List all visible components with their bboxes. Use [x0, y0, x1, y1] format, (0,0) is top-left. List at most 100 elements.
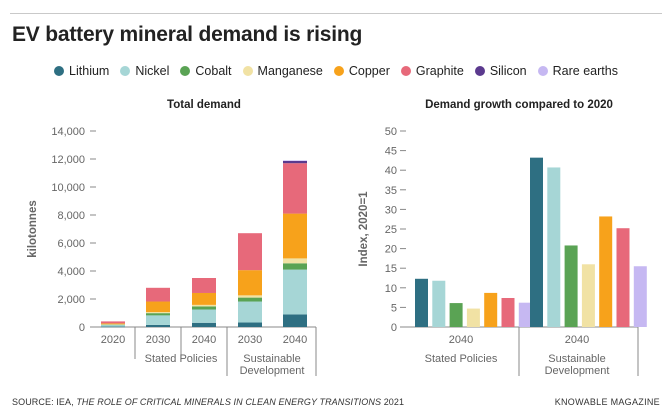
- bar-copper: [599, 216, 613, 327]
- chart2-y-tick-label: 35: [385, 185, 397, 197]
- chart1-y-tick-label: 0: [79, 322, 85, 334]
- bar-segment-lithium: [283, 314, 307, 327]
- bar-manganese: [466, 308, 480, 327]
- legend-item-cobalt: Cobalt: [180, 64, 232, 78]
- legend-swatch-graphite: [400, 66, 411, 76]
- bar-segment-copper: [146, 301, 170, 313]
- bar-nickel: [547, 167, 561, 327]
- bar-segment-graphite: [192, 278, 216, 293]
- bar-segment-silicon: [283, 160, 307, 164]
- legend-swatch-copper: [333, 66, 344, 76]
- bar-segment-copper: [101, 323, 125, 325]
- chart1-y-tick-label: 10,000: [51, 182, 85, 194]
- bar-segment-lithium: [101, 326, 125, 328]
- legend-label: Cobalt: [195, 64, 232, 78]
- legend-item-nickel: Nickel: [120, 64, 169, 78]
- legend-item-copper: Copper: [333, 64, 390, 78]
- bar-rare-earths: [633, 266, 647, 327]
- bar-segment-lithium: [146, 324, 170, 327]
- bar-segment-manganese: [238, 295, 262, 298]
- chart1-y-tick-label: 2,000: [57, 294, 85, 306]
- legend-swatch-rare-earths: [537, 66, 548, 76]
- legend-swatch-silicon: [474, 66, 485, 76]
- bar-segment-nickel: [146, 315, 170, 325]
- bar-lithium: [415, 278, 428, 327]
- chart1-x-tick-label: 2020: [101, 334, 125, 346]
- bar-rare-earths: [518, 302, 532, 327]
- legend-item-rare-earths: Rare earths: [537, 64, 618, 78]
- legend-item-lithium: Lithium: [54, 64, 109, 78]
- page-title: EV battery mineral demand is rising: [12, 23, 363, 46]
- bar-cobalt: [564, 245, 578, 327]
- chart2-y-tick-label: 10: [385, 283, 397, 295]
- legend-label: Silicon: [489, 64, 527, 78]
- legend-label: Manganese: [257, 64, 323, 78]
- legend-swatch-nickel: [120, 66, 131, 76]
- bar-graphite: [501, 297, 515, 327]
- bar-segment-nickel: [283, 269, 307, 315]
- bar-segment-copper: [283, 213, 307, 259]
- legend-swatch-lithium: [54, 66, 65, 76]
- bar-segment-manganese: [283, 258, 307, 264]
- bar-segment-cobalt: [192, 306, 216, 310]
- bar-lithium: [530, 157, 543, 327]
- chart1-y-tick-label: 6,000: [57, 238, 85, 250]
- legend-label: Nickel: [135, 64, 170, 78]
- chart2-group-label: Development: [545, 365, 610, 377]
- bar-segment-rare-earths: [283, 160, 307, 161]
- bar-segment-graphite: [238, 233, 262, 271]
- chart1-x-tick-label: 2040: [192, 334, 216, 346]
- bar-segment-graphite: [283, 163, 307, 214]
- chart1-x-tick-label: 2030: [146, 334, 170, 346]
- legend-item-manganese: Manganese: [242, 64, 323, 78]
- bar-segment-nickel: [238, 301, 262, 323]
- bar-cobalt: [449, 303, 463, 327]
- chart2-y-tick-label: 25: [385, 224, 397, 236]
- legend-item-graphite: Graphite: [400, 64, 464, 78]
- source-prefix: SOURCE: IEA,: [12, 397, 77, 407]
- bar-segment-cobalt: [238, 297, 262, 302]
- chart1-y-tick-label: 4,000: [57, 266, 85, 278]
- legend-label: Rare earths: [552, 64, 618, 78]
- bar-segment-manganese: [192, 304, 216, 307]
- chart2-y-tick-label: 45: [385, 146, 397, 158]
- chart2-group-label: Stated Policies: [425, 353, 498, 365]
- brand-credit: KNOWABLE MAGAZINE: [554, 397, 660, 407]
- legend-label: Graphite: [415, 64, 464, 78]
- legend: Lithium Nickel Cobalt Manganese Copper G…: [0, 64, 672, 78]
- chart1-y-axis-label: kilotonnes: [27, 200, 39, 258]
- chart2-title: Demand growth compared to 2020: [425, 99, 613, 111]
- bar-segment-copper: [238, 270, 262, 296]
- chart2-x-tick-label: 2040: [449, 334, 473, 346]
- bar-segment-graphite: [146, 287, 170, 302]
- chart1-y-tick-label: 8,000: [57, 210, 85, 222]
- chart2-y-tick-label: 0: [391, 322, 397, 334]
- bar-segment-manganese: [101, 324, 125, 325]
- source-title: THE ROLE OF CRITICAL MINERALS IN CLEAN E…: [76, 397, 382, 407]
- legend-swatch-manganese: [242, 66, 253, 76]
- chart2-group-label: Sustainable: [548, 353, 606, 365]
- legend-label: Lithium: [69, 64, 110, 78]
- bar-segment-lithium: [238, 322, 262, 327]
- chart1-y-tick-label: 12,000: [51, 154, 85, 166]
- chart2-y-tick-label: 30: [385, 204, 397, 216]
- bar-segment-nickel: [192, 309, 216, 323]
- chart2-y-tick-label: 5: [391, 302, 397, 314]
- bar-segment-graphite: [101, 321, 125, 324]
- source-suffix: 2021: [381, 397, 405, 407]
- chart2-y-tick-label: 20: [385, 244, 397, 256]
- chart1-title: Total demand: [167, 99, 241, 111]
- bar-segment-manganese: [146, 312, 170, 314]
- chart1-group-label: Development: [240, 365, 305, 377]
- bar-segment-nickel: [101, 324, 125, 327]
- legend-swatch-cobalt: [180, 66, 191, 76]
- bar-copper: [484, 292, 498, 327]
- chart2-x-tick-label: 2040: [565, 334, 589, 346]
- source-note: SOURCE: IEA, THE ROLE OF CRITICAL MINERA…: [12, 397, 404, 407]
- chart2-y-tick-label: 40: [385, 165, 397, 177]
- chart2-y-tick-label: 50: [385, 126, 397, 138]
- chart1-x-tick-label: 2030: [238, 334, 262, 346]
- chart1-x-tick-label: 2040: [283, 334, 307, 346]
- bar-nickel: [432, 280, 446, 327]
- chart1-y-tick-label: 14,000: [51, 126, 85, 138]
